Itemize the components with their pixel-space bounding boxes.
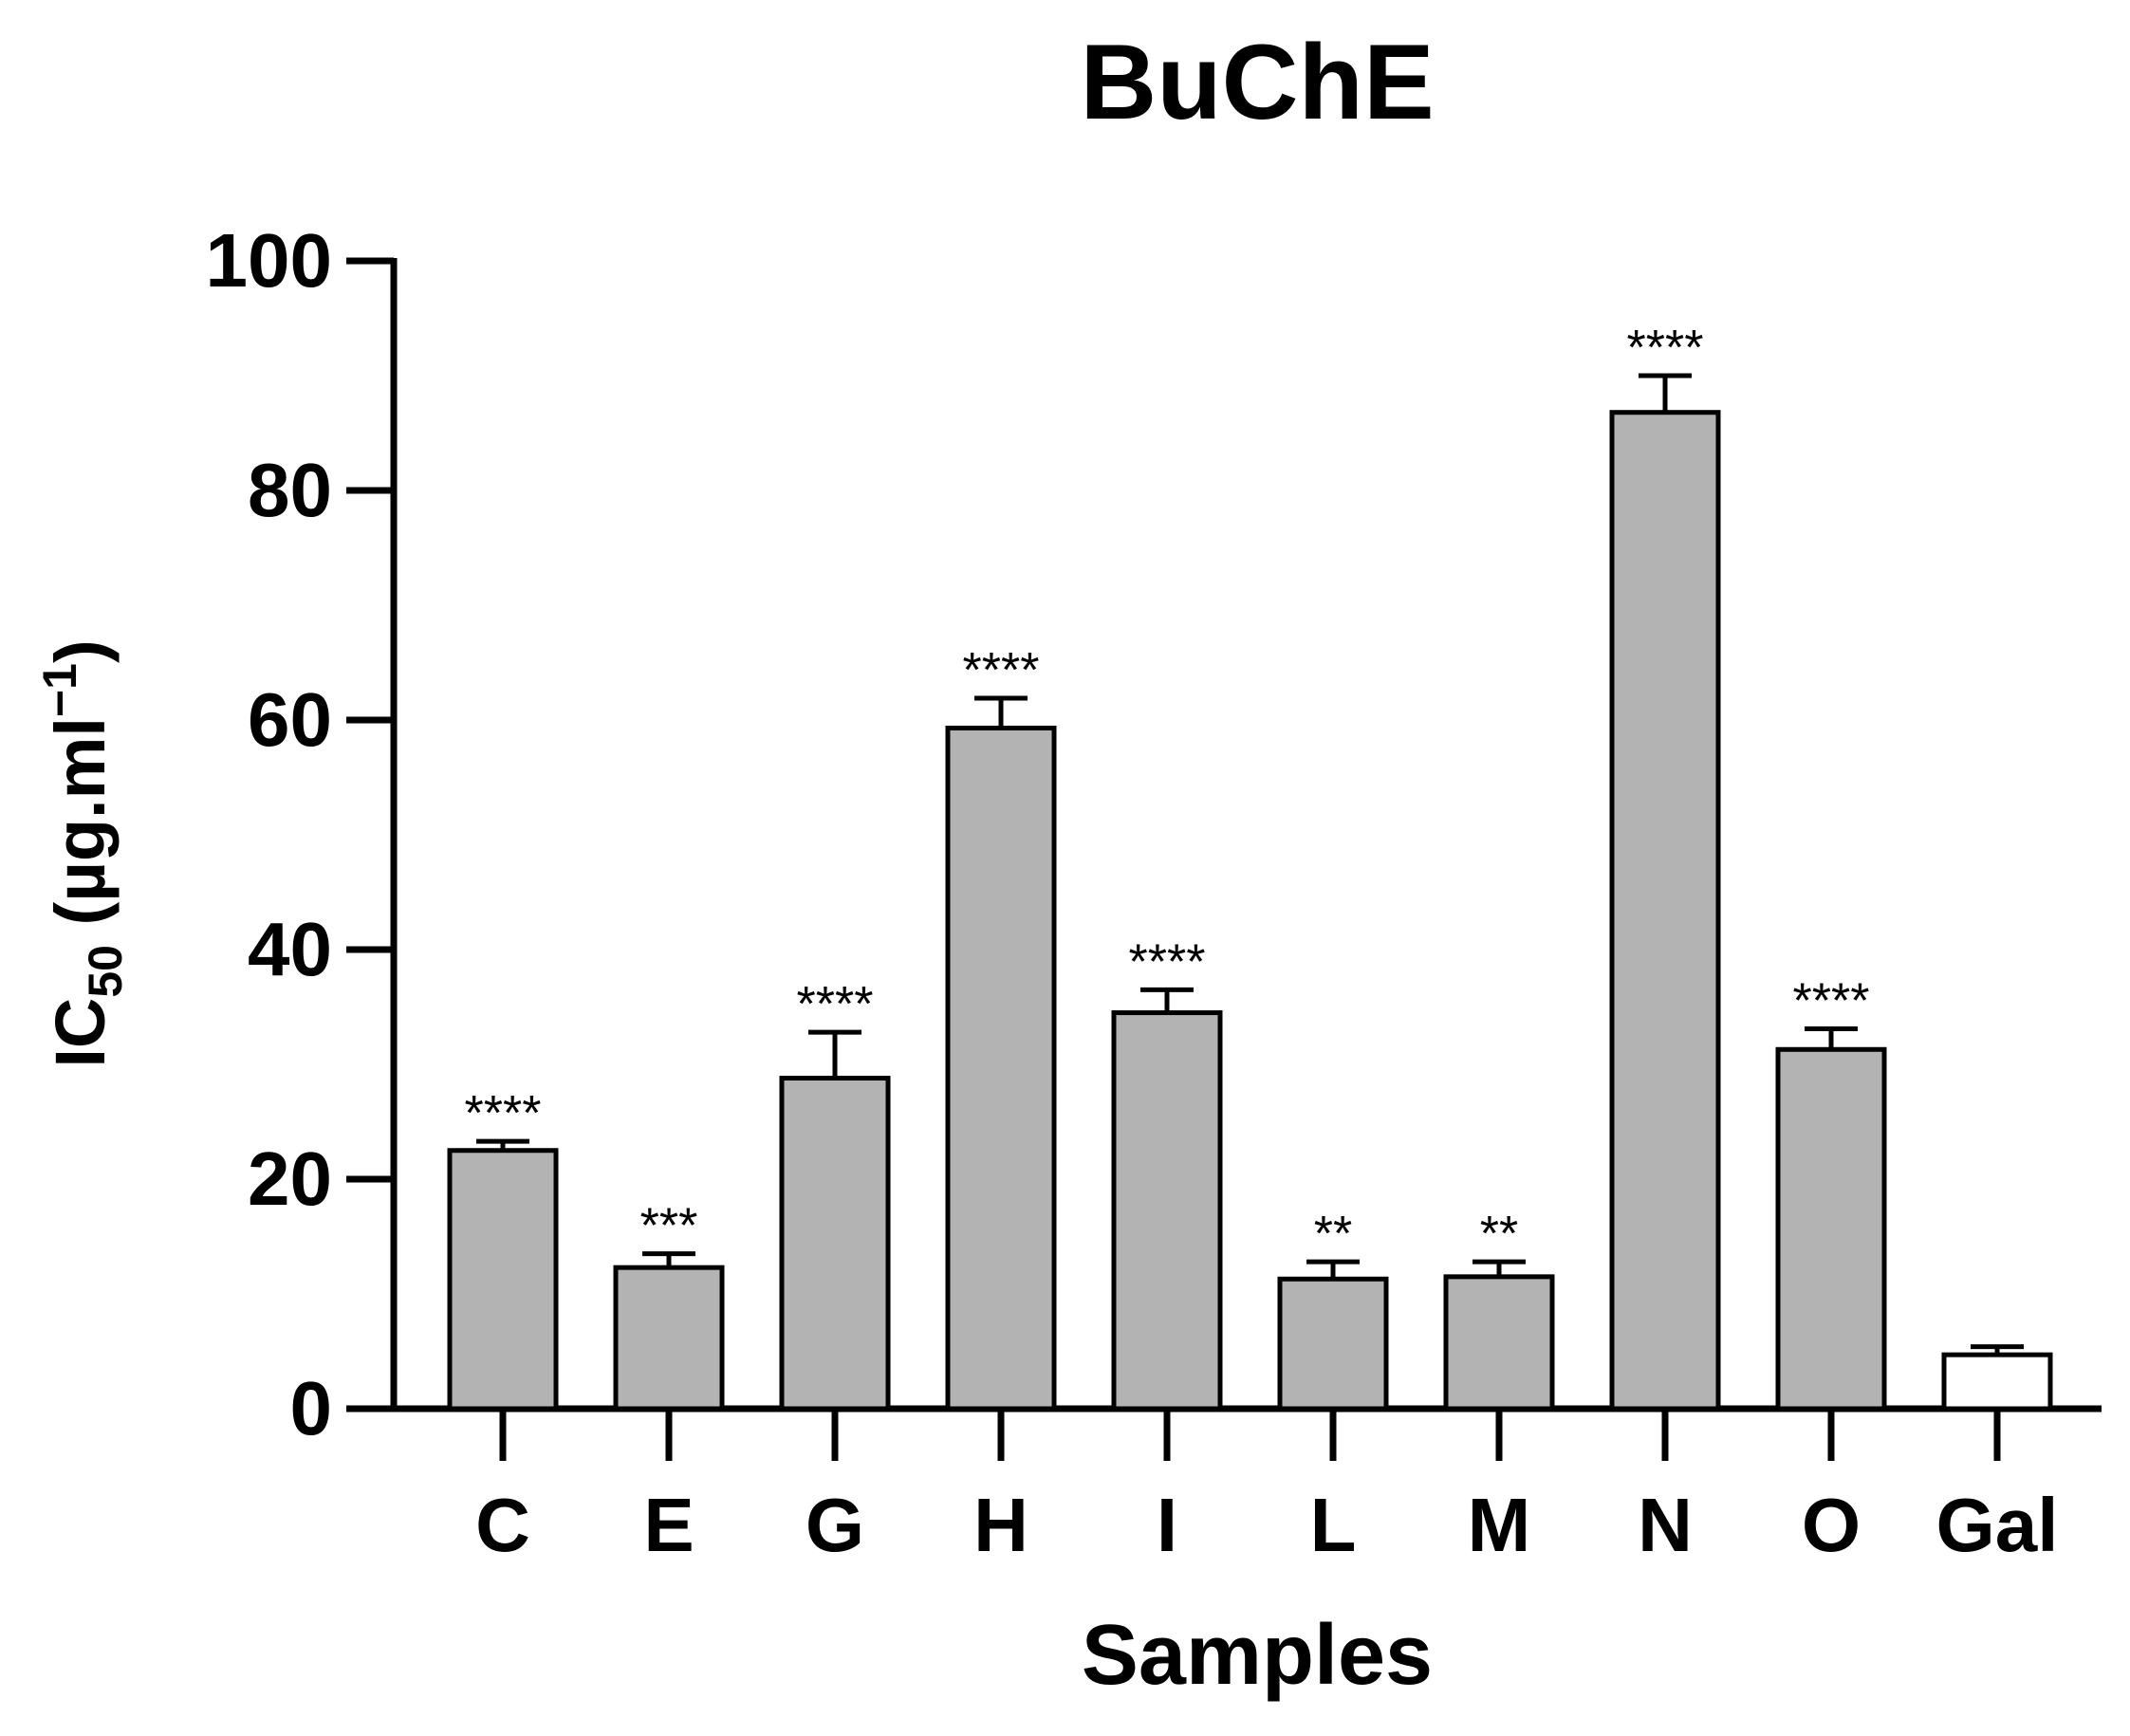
y-tick-label: 60	[248, 677, 332, 762]
y-tick-label: 40	[248, 907, 332, 991]
bar-H	[945, 725, 1057, 1412]
x-tick-label: M	[1468, 1483, 1531, 1567]
y-axis-label-prefix: IC	[41, 998, 120, 1068]
x-tick-label: G	[806, 1483, 864, 1567]
chart-title: BuChE	[1080, 23, 1434, 141]
y-axis: 0 20 40 60 80 100	[206, 218, 398, 1450]
significance-label: ****	[465, 1086, 542, 1141]
y-tick-label: 20	[248, 1136, 332, 1221]
x-tick-label: I	[1157, 1483, 1177, 1567]
significance-label: **	[1480, 1207, 1518, 1262]
bar-Gal	[1941, 1352, 2053, 1412]
bar-O	[1775, 1046, 1887, 1412]
x-tick-label: Gal	[1936, 1483, 2059, 1567]
significance-label: ****	[963, 643, 1040, 698]
significance-label: ***	[640, 1199, 698, 1254]
x-tick-label: L	[1310, 1483, 1357, 1567]
bar-N	[1609, 410, 1721, 1412]
y-axis-label-superscript: −1	[33, 663, 86, 717]
x-tick-label: H	[973, 1483, 1028, 1567]
significance-label: ****	[1793, 973, 1870, 1028]
x-tick-label: N	[1638, 1483, 1693, 1567]
bar-G	[779, 1076, 891, 1412]
bar-L	[1277, 1276, 1389, 1412]
x-axis: C E G H I L M N O Gal	[346, 1405, 2102, 1567]
bar-I	[1111, 1010, 1223, 1412]
bar-M	[1443, 1274, 1555, 1412]
y-axis-label: IC50 (µg.ml−1)	[33, 639, 132, 1067]
bars: ********************* **********	[447, 321, 2053, 1412]
y-tick-label: 80	[248, 448, 332, 532]
y-tick-label: 100	[206, 218, 332, 303]
bar-C	[447, 1148, 559, 1412]
significance-label: **	[1314, 1207, 1352, 1262]
y-tick-label: 0	[290, 1366, 333, 1450]
y-axis-label-middle: (µg.ml	[41, 717, 120, 945]
significance-label: ****	[1129, 934, 1206, 989]
significance-label: ****	[1627, 321, 1704, 376]
y-axis-label-subscript: 50	[79, 945, 132, 998]
y-axis-label-suffix: )	[41, 639, 120, 663]
x-tick-label: O	[1802, 1483, 1861, 1567]
significance-label: ****	[797, 977, 874, 1032]
x-tick-label: C	[475, 1483, 530, 1567]
bar-E	[613, 1265, 725, 1412]
x-tick-label: E	[643, 1483, 694, 1567]
svg-text:IC50 (µg.ml−1): IC50 (µg.ml−1)	[33, 639, 132, 1067]
x-axis-label: Samples	[1082, 1608, 1433, 1703]
